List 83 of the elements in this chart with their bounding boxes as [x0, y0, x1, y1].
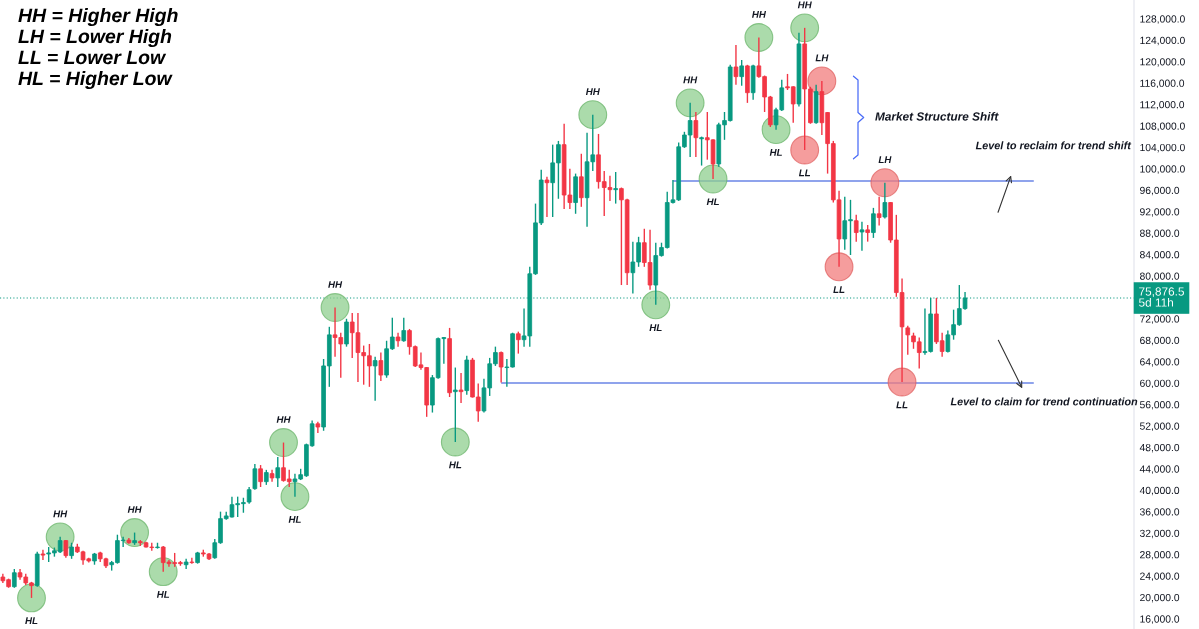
candlestick	[189, 557, 195, 565]
candlestick	[693, 111, 699, 158]
y-tick-label: 68,000.0	[1140, 336, 1180, 346]
annotation: LL	[896, 401, 908, 409]
annotation: LL	[798, 169, 811, 177]
annotation: HH	[797, 1, 812, 9]
candlestick	[859, 221, 865, 252]
y-tick-label: 120,000.0	[1140, 58, 1185, 67]
candlestick	[498, 350, 504, 384]
y-tick-label: 128,000.0	[1140, 15, 1185, 24]
annotation: HH	[276, 416, 291, 423]
annotation: HL	[706, 198, 719, 206]
annotation: HH	[585, 88, 600, 95]
candlestick	[882, 182, 888, 220]
y-tick-label: 80,000.0	[1140, 272, 1180, 281]
candlestick	[275, 456, 281, 488]
candlestick	[579, 153, 584, 208]
candlestick	[458, 372, 464, 404]
candlestick	[12, 568, 17, 589]
annotation: LH	[815, 54, 829, 62]
candlestick	[739, 59, 744, 87]
annotation: HH	[328, 281, 343, 288]
annotation: HH = Higher High	[18, 7, 178, 27]
y-tick-label: 20,000.0	[1140, 593, 1180, 603]
candlestick	[516, 330, 521, 355]
candlestick	[40, 549, 46, 561]
y-tick-label: 84,000.0	[1140, 251, 1180, 260]
y-tick-label: 72,000.0	[1140, 315, 1180, 324]
y-tick-label: 56,000.0	[1139, 401, 1180, 410]
candlestick	[613, 171, 618, 205]
annotation: HL	[449, 461, 462, 469]
annotation: LL = Lower Low	[18, 50, 167, 65]
annotation: LH	[878, 156, 892, 163]
y-tick-label: 92,000.0	[1140, 208, 1180, 217]
candlestick	[252, 463, 258, 491]
candlestick	[258, 464, 263, 488]
y-tick-label: 24,000.0	[1140, 572, 1180, 581]
annotation: HH	[127, 506, 142, 513]
y-tick-label: 44,000.0	[1139, 465, 1180, 474]
annotation: Market Structure Shift	[875, 112, 999, 121]
candlestick	[453, 366, 458, 443]
ref-line-label: Level to reclaim for trend shift	[975, 141, 1132, 150]
candlestick	[378, 351, 384, 382]
ref-line-label: 75,876.5 5d 11h	[1139, 287, 1184, 307]
candlestick	[871, 207, 876, 239]
annotation: HL	[288, 516, 301, 523]
y-tick-label: 64,000.0	[1140, 358, 1180, 367]
candlestick	[699, 135, 704, 167]
annotation: HH	[53, 510, 68, 518]
ref-line-label: Level to claim for trend continuation	[950, 397, 1138, 406]
y-tick-label: 40,000.0	[1139, 486, 1180, 496]
annotation: HH	[683, 76, 698, 84]
candlestick	[344, 318, 349, 348]
y-tick-label: 28,000.0	[1140, 551, 1180, 560]
candlestick	[733, 44, 739, 86]
annotation: HL	[769, 149, 782, 156]
candlestick	[401, 317, 407, 343]
y-tick-label: 52,000.0	[1139, 422, 1180, 431]
y-tick-label: 124,000.0	[1140, 36, 1185, 46]
y-tick-label: 32,000.0	[1139, 529, 1180, 539]
y-tick-label: 112,000.0	[1140, 101, 1185, 110]
candlestick	[395, 332, 401, 348]
annotation: HL	[25, 617, 38, 625]
annotation: HL	[156, 591, 170, 598]
annotation: HL = Higher Low	[18, 70, 173, 90]
y-tick-label: 96,000.0	[1140, 186, 1180, 196]
annotation: LH = Lower High	[18, 28, 172, 48]
annotation: HH	[752, 11, 767, 18]
candlestick	[372, 356, 378, 402]
y-tick-label: 60,000.0	[1140, 379, 1180, 389]
candlestick	[876, 195, 882, 227]
y-tick-label: 88,000.0	[1140, 229, 1180, 239]
annotation: LL	[833, 286, 845, 293]
y-tick-label: 100,000.0	[1140, 165, 1185, 174]
y-tick-label: 104,000.0	[1140, 143, 1185, 153]
annotation: HL	[649, 324, 662, 331]
candlestick	[544, 176, 550, 218]
y-tick-label: 16,000.0	[1140, 615, 1180, 624]
y-tick-label: 116,000.0	[1140, 79, 1185, 89]
y-tick-label: 48,000.0	[1139, 443, 1180, 453]
y-tick-label: 108,000.0	[1140, 122, 1185, 131]
y-tick-label: 36,000.0	[1139, 508, 1180, 517]
candlestick	[853, 214, 859, 243]
